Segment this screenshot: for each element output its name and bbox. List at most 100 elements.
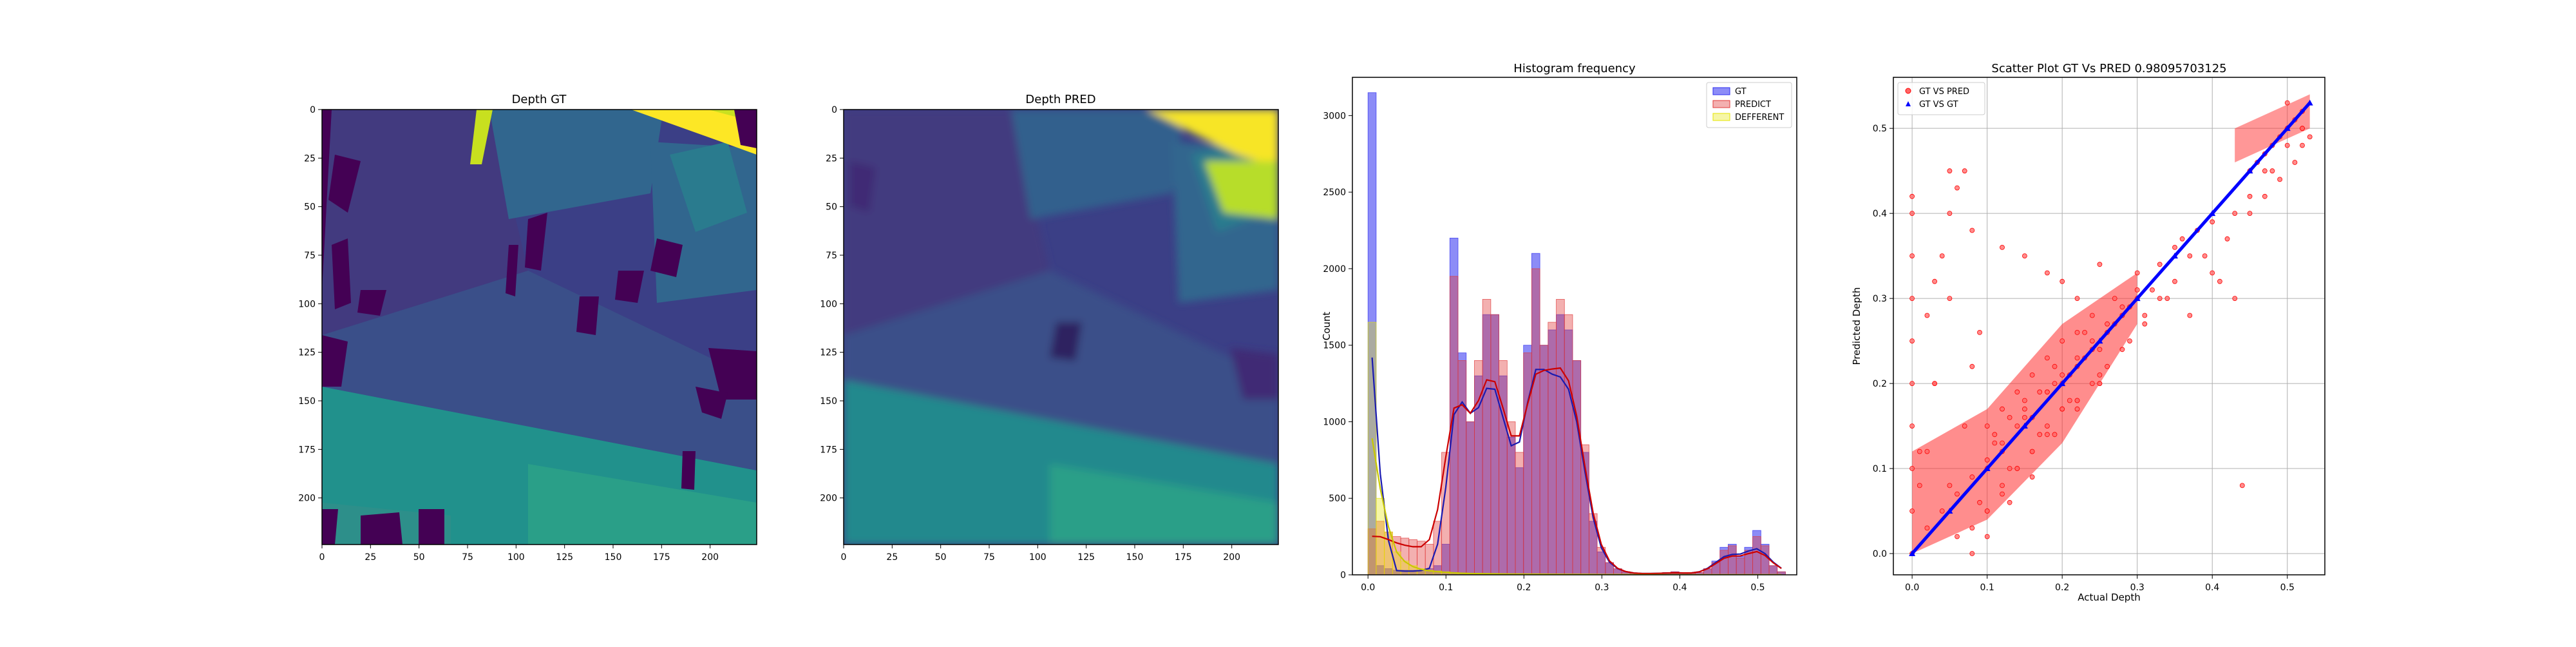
scatter-point-gt-vs-pred: [2128, 339, 2132, 343]
scatter-y-tick-label: 0.0: [1873, 549, 1887, 559]
scatter-point-gt-vs-pred: [2270, 169, 2275, 173]
depth-pred-x-tick-label: 25: [886, 552, 898, 563]
scatter-point-gt-vs-pred: [2180, 237, 2184, 241]
legend-predict-label: PREDICT: [1735, 100, 1771, 110]
scatter-point-gt-vs-pred: [2098, 262, 2102, 267]
scatter-point-gt-vs-pred: [1955, 534, 1960, 539]
scatter-point-gt-vs-pred: [2083, 330, 2087, 334]
scatter-x-tick-label: 0.4: [2205, 583, 2219, 593]
depth-pred-x-tick-label: 150: [1126, 552, 1144, 563]
scatter-y-tick-label: 0.2: [1873, 379, 1887, 389]
scatter-point-gt-vs-pred: [1940, 509, 1944, 514]
scatter-point-gt-vs-pred: [2202, 254, 2207, 258]
scatter-point-gt-vs-pred: [2143, 313, 2147, 318]
depth-gt-title: Depth GT: [512, 93, 567, 106]
scatter-point-gt-vs-pred: [1962, 424, 1967, 429]
scatter-point-gt-vs-pred: [2000, 407, 2005, 411]
histogram-bar-predict: [1753, 537, 1761, 575]
scatter-point-gt-vs-pred: [2090, 339, 2094, 343]
scatter-point-gt-vs-pred: [2188, 254, 2192, 258]
scatter-point-gt-vs-pred: [1910, 296, 1915, 301]
scatter-point-gt-vs-pred: [2075, 398, 2079, 403]
histogram-bar-predict: [1515, 452, 1524, 575]
scatter-point-gt-vs-pred: [1925, 526, 1929, 530]
histogram-y-tick-label: 0: [1340, 570, 1346, 581]
scatter-point-gt-vs-pred: [1985, 534, 1989, 539]
scatter-point-gt-vs-pred: [2060, 279, 2065, 284]
legend-gt-vs-pred-label: GT VS PRED: [1919, 87, 1969, 97]
scatter-point-gt-vs-pred: [1910, 424, 1915, 429]
depth-gt-x-tick-label: 75: [462, 552, 473, 563]
depth-gt-x-tick-label: 100: [507, 552, 525, 563]
depth-gt-y-tick-label: 75: [304, 251, 316, 261]
scatter-point-gt-vs-pred: [1910, 381, 1915, 386]
scatter-point-gt-vs-pred: [1970, 526, 1975, 530]
histogram-x-tick-label: 0.5: [1750, 583, 1765, 593]
depth-gt-y-tick-label: 200: [298, 494, 316, 504]
scatter-point-gt-vs-pred: [2307, 135, 2312, 139]
histogram-legend: GT PREDICT DEFFERENT: [1707, 82, 1792, 128]
depth-pred-x-tick-label: 0: [841, 552, 847, 563]
histogram-bar-predict: [1736, 558, 1745, 575]
scatter-point-gt-vs-pred: [2030, 372, 2034, 377]
scatter-point-gt-vs-pred: [2038, 432, 2042, 437]
scatter-point-gt-vs-pred: [1978, 500, 1982, 505]
depth-pred-y-tick-label: 150: [820, 396, 837, 407]
scatter-point-gt-vs-pred: [2052, 381, 2057, 386]
scatter-point-gt-vs-pred: [1910, 211, 1915, 216]
scatter-point-gt-vs-pred: [2000, 441, 2005, 445]
histogram-bar-predict: [1557, 299, 1565, 575]
scatter-point-gt-vs-pred: [2015, 467, 2020, 471]
scatter-point-gt-vs-pred: [2022, 254, 2027, 258]
scatter-point-gt-vs-pred: [2007, 500, 2012, 505]
scatter-point-gt-vs-pred: [2007, 415, 2012, 420]
scatter-point-gt-vs-pred: [2293, 160, 2297, 165]
scatter-point-gt-vs-pred: [2105, 322, 2110, 326]
scatter-point-gt-vs-pred: [2105, 364, 2110, 369]
histogram-y-tick-label: 2500: [1323, 188, 1346, 198]
histogram-x-tick-label: 0.1: [1439, 583, 1453, 593]
scatter-x-tick-label: 0.3: [2130, 583, 2145, 593]
depth-pred-x-tick-label: 50: [935, 552, 947, 563]
scatter-point-gt-vs-pred: [1947, 296, 1952, 301]
scatter-point-gt-vs-pred: [2022, 398, 2027, 403]
histogram-y-label: Count: [1321, 312, 1332, 341]
histogram-bar-predict: [1769, 566, 1777, 575]
scatter-point-gt-vs-pred: [2165, 296, 2170, 301]
depth-gt-x-tick-label: 50: [413, 552, 425, 563]
scatter-point-gt-vs-pred: [1985, 424, 1989, 429]
depth-pred-title: Depth PRED: [1025, 93, 1095, 106]
scatter-point-gt-vs-pred: [2285, 143, 2289, 148]
scatter-point-gt-vs-pred: [2052, 432, 2057, 437]
scatter-point-gt-vs-pred: [2217, 279, 2222, 284]
scatter-point-gt-vs-pred: [1970, 552, 1975, 556]
scatter-point-gt-vs-pred: [1993, 432, 1997, 437]
scatter-point-gt-vs-pred: [1910, 194, 1915, 198]
scatter-point-gt-vs-pred: [2045, 390, 2049, 394]
depth-gt-y-tick-label: 50: [304, 202, 316, 213]
scatter-point-gt-vs-pred: [2000, 245, 2005, 249]
histogram-y-tick-label: 3000: [1323, 111, 1346, 121]
scatter-point-gt-vs-pred: [2210, 271, 2215, 275]
scatter-point-gt-vs-pred: [2030, 449, 2034, 454]
scatter-point-gt-vs-pred: [2135, 271, 2139, 275]
scatter-point-gt-vs-pred: [1917, 483, 1922, 488]
histogram-bar-predict: [1491, 314, 1499, 575]
depth-pred-y-tick-label: 50: [826, 202, 837, 213]
scatter-point-gt-vs-pred: [2045, 271, 2049, 275]
scatter-point-gt-vs-pred: [2090, 381, 2094, 386]
depth-pred-y-tick-label: 200: [820, 494, 837, 504]
histogram-y-tick-label: 500: [1329, 494, 1346, 504]
scatter-point-gt-vs-pred: [2120, 347, 2125, 352]
histogram-bar-predict: [1548, 322, 1557, 575]
scatter-point-gt-vs-pred: [2030, 475, 2034, 479]
histogram-bar-predict: [1499, 360, 1508, 575]
depth-gt-x-tick-label: 150: [605, 552, 622, 563]
histogram-bar-predict: [1482, 299, 1491, 575]
histogram-bar-predict: [1531, 269, 1540, 575]
